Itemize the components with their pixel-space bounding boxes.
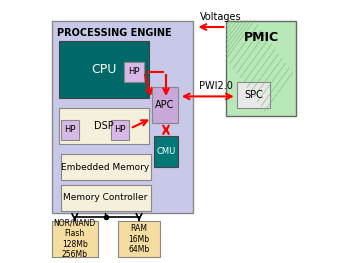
Text: CPU: CPU: [92, 63, 117, 76]
FancyBboxPatch shape: [51, 21, 193, 213]
FancyBboxPatch shape: [51, 221, 98, 257]
FancyBboxPatch shape: [61, 185, 150, 211]
Text: DSP: DSP: [94, 121, 114, 131]
FancyBboxPatch shape: [61, 154, 150, 180]
Text: PWI2.0: PWI2.0: [199, 81, 233, 91]
Text: RAM
16Mb
64Mb: RAM 16Mb 64Mb: [128, 224, 150, 254]
Text: APC: APC: [155, 100, 174, 110]
FancyBboxPatch shape: [237, 82, 270, 108]
Text: NOR/NAND
Flash
128Mb
256Mb: NOR/NAND Flash 128Mb 256Mb: [54, 219, 96, 259]
Text: Voltages: Voltages: [199, 12, 241, 22]
FancyBboxPatch shape: [61, 120, 79, 140]
Text: SPC: SPC: [244, 90, 263, 100]
Text: Memory Controller: Memory Controller: [63, 194, 148, 203]
FancyBboxPatch shape: [152, 87, 177, 123]
Text: HP: HP: [64, 125, 75, 134]
Text: PMIC: PMIC: [244, 31, 279, 44]
FancyBboxPatch shape: [154, 136, 177, 167]
FancyBboxPatch shape: [118, 221, 160, 257]
FancyBboxPatch shape: [111, 120, 129, 140]
Text: HP: HP: [128, 68, 140, 77]
FancyBboxPatch shape: [59, 108, 149, 144]
FancyBboxPatch shape: [59, 41, 149, 98]
FancyBboxPatch shape: [124, 62, 144, 82]
Text: HP: HP: [114, 125, 126, 134]
Bar: [226, 21, 296, 116]
Text: Embedded Memory: Embedded Memory: [62, 163, 150, 171]
Text: PROCESSING ENGINE: PROCESSING ENGINE: [57, 28, 172, 38]
Text: CMU: CMU: [156, 147, 176, 156]
